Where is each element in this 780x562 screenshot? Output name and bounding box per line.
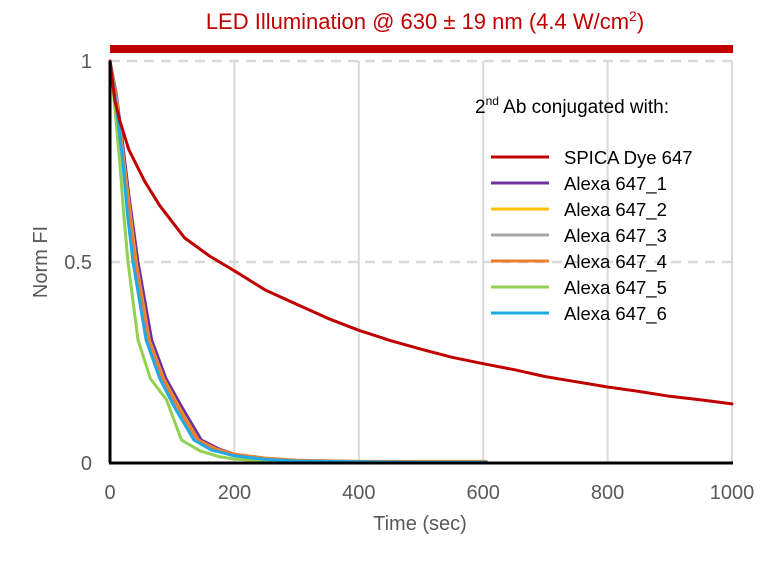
- legend-label: Alexa 647_1: [564, 173, 667, 195]
- legend-label: Alexa 647_3: [564, 225, 667, 247]
- legend-label: SPICA Dye 647: [564, 147, 693, 168]
- legend-item: SPICA Dye 647: [491, 147, 693, 168]
- series-line-alexa-647-6: [108, 59, 488, 464]
- x-tick-label: 0: [104, 482, 115, 504]
- series-line-spica-dye-647: [108, 59, 734, 406]
- x-tick-labels: 0 200 400 600 800 1000: [104, 482, 754, 504]
- chart-title-superscript: 2: [629, 8, 637, 24]
- chart-title-main: LED Illumination @ 630 ± 19 nm (4.4 W/cm: [206, 9, 629, 34]
- legend-label: Alexa 647_2: [564, 199, 667, 221]
- legend-title-sup: nd: [486, 94, 499, 108]
- legend-label: Alexa 647_5: [564, 277, 667, 299]
- chart-title: LED Illumination @ 630 ± 19 nm (4.4 W/cm…: [206, 8, 644, 34]
- legend-item: Alexa 647_3: [491, 225, 667, 247]
- legend-item: Alexa 647_6: [491, 303, 667, 325]
- legend-title-main: 2: [475, 97, 486, 118]
- legend: 2nd Ab conjugated with: SPICA Dye 647 Ale…: [475, 94, 693, 325]
- legend-item: Alexa 647_4: [491, 251, 667, 273]
- x-tick-label: 600: [467, 482, 500, 504]
- x-tick-label: 800: [591, 482, 624, 504]
- chart-title-end: ): [637, 9, 644, 34]
- y-tick-label: 1: [81, 51, 92, 73]
- x-tick-label: 1000: [710, 482, 755, 504]
- y-tick-label: 0.5: [64, 252, 92, 274]
- legend-item: Alexa 647_5: [491, 277, 667, 299]
- legend-item: Alexa 647_2: [491, 199, 667, 221]
- legend-label: Alexa 647_6: [564, 303, 667, 325]
- illumination-bar: [110, 45, 733, 53]
- y-axis-title: Norm FI: [30, 226, 52, 298]
- series-group: [108, 59, 734, 464]
- y-tick-label: 0: [81, 453, 92, 475]
- y-tick-labels: 00.51: [64, 51, 92, 475]
- gridlines: [110, 59, 733, 463]
- legend-item: Alexa 647_1: [491, 173, 667, 195]
- x-tick-label: 200: [218, 482, 251, 504]
- legend-title: 2nd Ab conjugated with:: [475, 94, 669, 118]
- legend-label: Alexa 647_4: [564, 251, 667, 273]
- x-tick-label: 400: [342, 482, 375, 504]
- legend-title-rest: Ab conjugated with:: [499, 97, 669, 118]
- legend-items: SPICA Dye 647 Alexa 647_1 Alexa 647_2 Alexa…: [491, 147, 693, 325]
- x-axis-title: Time (sec): [373, 513, 467, 535]
